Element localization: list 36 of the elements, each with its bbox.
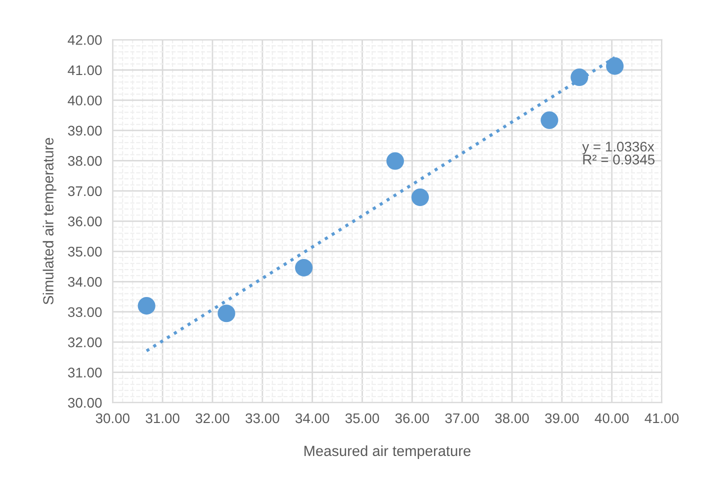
point xyxy=(411,188,429,206)
y-tick-label: 39.00 xyxy=(68,126,102,136)
y-tick-label: 34.00 xyxy=(68,276,102,287)
point xyxy=(540,111,558,129)
point xyxy=(570,68,588,86)
x-tick-label: 30.00 xyxy=(96,413,130,424)
y-tick-label: 40.00 xyxy=(68,96,102,106)
x-tick-label: 33.00 xyxy=(246,413,280,424)
x-tick-label: 38.00 xyxy=(495,413,529,424)
x-tick-label: 35.00 xyxy=(345,413,380,424)
point xyxy=(295,258,313,277)
x-tick-label: 40.00 xyxy=(594,413,629,424)
y-tick-label: 30.00 xyxy=(68,398,102,408)
y-tick-label: 42.00 xyxy=(68,35,102,45)
point xyxy=(138,297,156,315)
x-tick-label: 31.00 xyxy=(146,413,180,424)
y-tick-label: 31.00 xyxy=(68,368,102,378)
x-tick-label: 32.00 xyxy=(196,413,230,424)
y-tick-label: 36.00 xyxy=(68,216,102,226)
x-axis-title: Measured air temperature xyxy=(304,445,470,459)
x-tick-label: 39.00 xyxy=(545,413,579,424)
y-axis-title: Simulated air temperature xyxy=(42,138,56,304)
y-tick-label: 37.00 xyxy=(68,186,102,196)
y-tick-label: 41.00 xyxy=(68,65,102,76)
y-tick-label: 33.00 xyxy=(68,307,102,318)
point xyxy=(386,152,404,170)
point xyxy=(606,57,624,75)
point xyxy=(218,304,236,322)
x-tick-label: 36.00 xyxy=(395,413,429,424)
y-tick-label: 35.00 xyxy=(68,246,102,257)
x-tick-label: 37.00 xyxy=(445,413,479,424)
annotation: y = 1.0336x R² = 0.9345 xyxy=(582,142,655,164)
x-tick-label: 41.00 xyxy=(644,413,679,424)
y-tick-label: 32.00 xyxy=(68,337,102,348)
x-tick-label: 34.00 xyxy=(295,413,330,424)
y-tick-label: 38.00 xyxy=(68,156,102,166)
